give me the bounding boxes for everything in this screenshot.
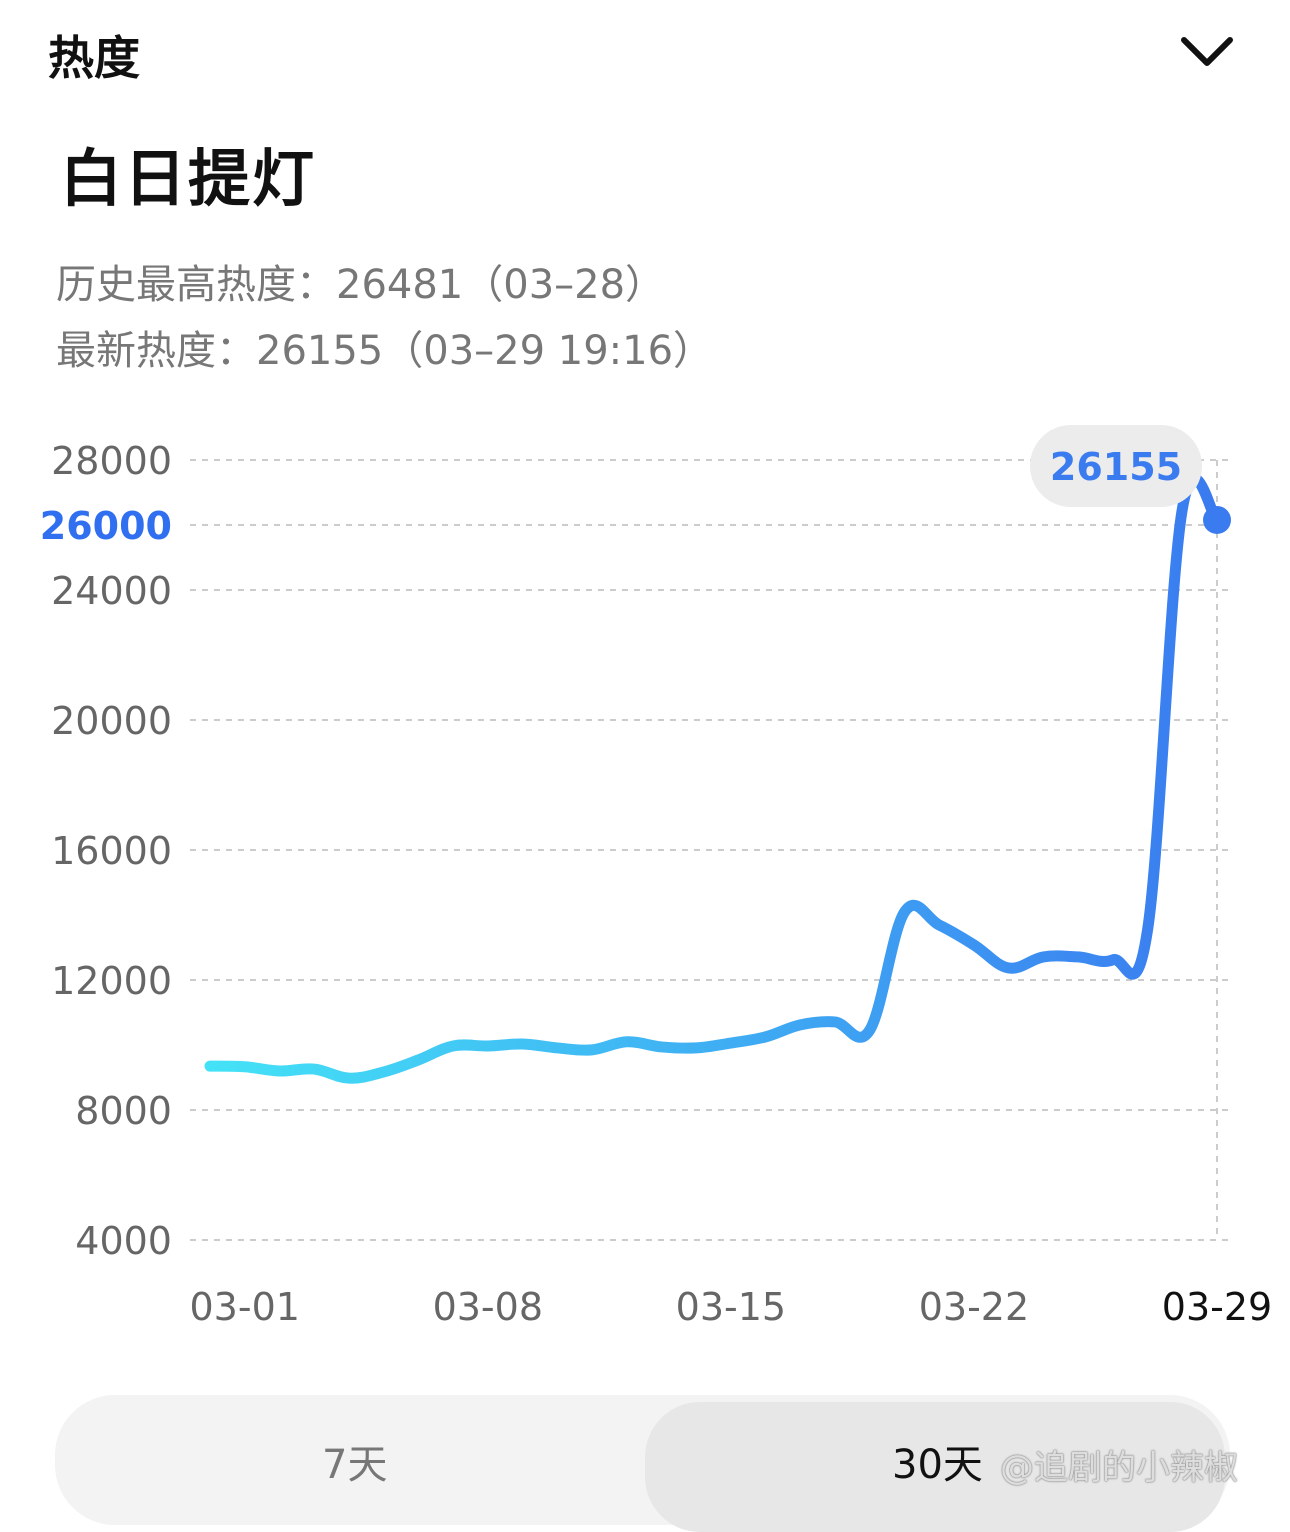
- x-tick-label: 03-15: [676, 1285, 786, 1329]
- stat-value: 26155: [256, 328, 384, 374]
- stat-label: 历史最高热度：: [56, 262, 336, 308]
- stat-value: 26481: [336, 262, 464, 308]
- line: [204, 473, 1223, 1084]
- collapse-button[interactable]: [1180, 34, 1234, 70]
- x-tick-label: 03-08: [433, 1285, 543, 1329]
- header-title: 热度: [48, 31, 140, 85]
- x-tick-label: 03-01: [190, 1285, 300, 1329]
- stat-note: （03–29 19:16）: [383, 328, 714, 374]
- y-tick-label: 12000: [51, 959, 172, 1003]
- y-tick-label: 20000: [51, 699, 172, 743]
- y-tick-label: 28000: [51, 439, 172, 483]
- tab[interactable]: 30天: [892, 1442, 983, 1488]
- tooltip-value: 26155: [1050, 445, 1182, 489]
- chart: 4000 8000 12000 16000 20000 24000 28000 26000 03…: [40, 425, 1272, 1329]
- y-tick-label: 4000: [75, 1219, 172, 1263]
- y-tick-label: 24000: [51, 569, 172, 613]
- x-tick-label: 03-29: [1162, 1285, 1272, 1329]
- y-tick-label: 8000: [75, 1089, 172, 1133]
- tooltip-bg: [1030, 425, 1202, 507]
- y-tick-label: 16000: [51, 829, 172, 873]
- tab[interactable]: 7天: [322, 1442, 388, 1488]
- stat-label: 最新热度：: [56, 328, 256, 374]
- stat-note: （03–28）: [463, 262, 666, 308]
- page: 热度 白日提灯 历史最高热度：26481（03–28） 最新热度：26155（0…: [39, 31, 1273, 1532]
- stat-max: 历史最高热度：26481（03–28）: [56, 252, 665, 310]
- watermark: @追剧的小辣椒: [1000, 1448, 1238, 1488]
- stat-latest: 最新热度：26155（03–29 19:16）: [56, 318, 713, 376]
- x-tick-label: 03-22: [919, 1285, 1029, 1329]
- topic-title: 白日提灯: [60, 142, 317, 215]
- y-tick-label-highlight: 26000: [40, 504, 172, 548]
- end-point: [1203, 505, 1231, 534]
